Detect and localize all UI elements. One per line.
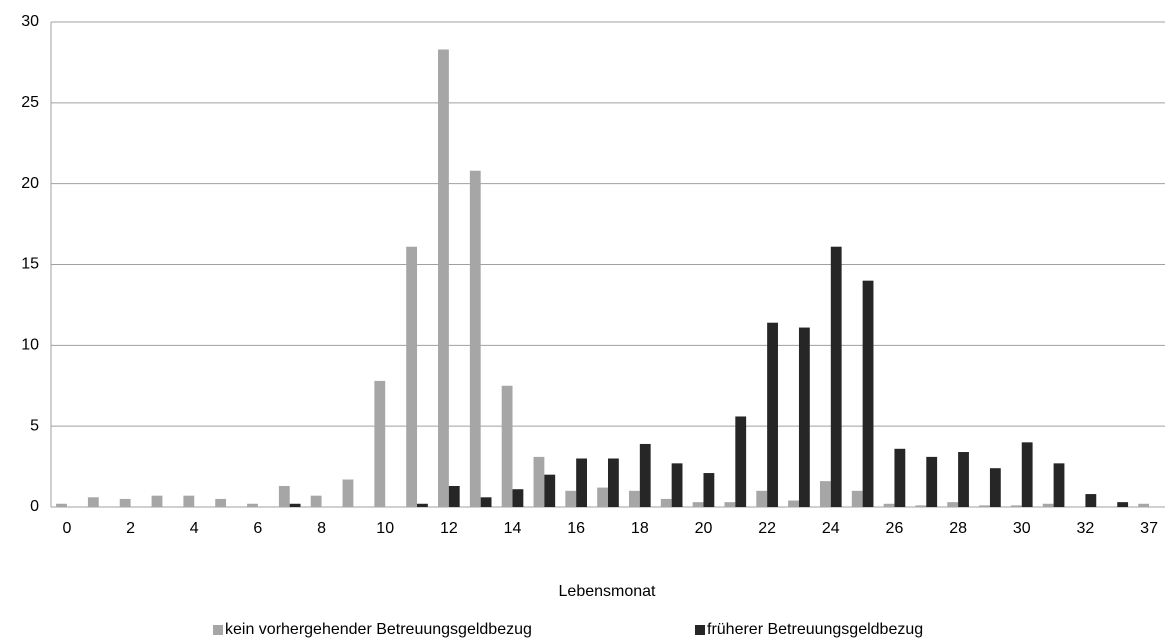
bar xyxy=(374,380,386,507)
x-tick-label: 32 xyxy=(1077,520,1095,537)
x-tick-label: 22 xyxy=(758,520,776,537)
bar xyxy=(533,456,545,507)
bar xyxy=(608,458,619,507)
x-tick-label: 28 xyxy=(949,520,967,537)
bar xyxy=(894,448,906,507)
bar xyxy=(597,487,608,507)
bar xyxy=(544,474,556,507)
bar xyxy=(788,500,799,507)
y-tick-label: 10 xyxy=(21,337,39,354)
y-tick-label: 0 xyxy=(30,498,39,515)
x-tick-label: 12 xyxy=(440,520,458,537)
bar xyxy=(310,495,322,507)
bar xyxy=(512,489,524,507)
x-tick-label: 16 xyxy=(567,520,585,537)
bar xyxy=(947,502,959,507)
bar xyxy=(1021,442,1033,507)
bar xyxy=(565,490,577,507)
bar xyxy=(1042,503,1054,507)
bar xyxy=(819,481,831,507)
y-tick-label: 20 xyxy=(21,175,39,192)
x-tick-label: 10 xyxy=(376,520,394,537)
bar xyxy=(862,280,874,507)
bar xyxy=(724,502,736,507)
y-tick-label: 30 xyxy=(21,13,39,30)
bar xyxy=(278,485,290,507)
bar xyxy=(247,503,258,507)
bar xyxy=(756,490,768,507)
bar xyxy=(629,490,640,507)
bar xyxy=(926,456,938,507)
bar xyxy=(119,498,131,507)
bar xyxy=(830,246,842,507)
x-tick-label: 18 xyxy=(631,520,649,537)
bar xyxy=(417,503,428,507)
legend-label: kein vorhergehender Betreuungsgeldbezug xyxy=(225,621,532,638)
bar xyxy=(448,485,460,507)
x-tick-label: 14 xyxy=(504,520,522,537)
bar xyxy=(576,458,587,507)
bar xyxy=(1117,502,1129,507)
legend-swatch xyxy=(213,625,223,635)
bar xyxy=(1138,503,1150,507)
x-tick-label: 37 xyxy=(1140,520,1158,537)
x-tick-label: 20 xyxy=(695,520,713,537)
bar xyxy=(703,473,715,507)
bar xyxy=(767,322,778,507)
bar xyxy=(692,502,704,507)
bar xyxy=(342,479,354,507)
bar xyxy=(151,495,163,507)
bar xyxy=(915,505,927,507)
bar xyxy=(989,468,1001,507)
bar xyxy=(438,49,449,507)
bar xyxy=(480,497,492,507)
x-tick-label: 0 xyxy=(62,520,71,537)
x-tick-label: 8 xyxy=(317,520,326,537)
bar xyxy=(979,505,990,507)
legend-label: früherer Betreuungsgeldbezug xyxy=(707,621,923,638)
bar xyxy=(183,495,195,507)
bar xyxy=(660,498,672,507)
x-axis-title: Lebensmonat xyxy=(559,583,657,600)
x-tick-label: 6 xyxy=(253,520,262,537)
bar xyxy=(1010,505,1022,507)
bar xyxy=(1085,494,1097,507)
x-tick-label: 30 xyxy=(1013,520,1031,537)
bar xyxy=(501,385,513,507)
y-tick-label: 15 xyxy=(21,256,39,273)
bar xyxy=(639,443,651,507)
bar xyxy=(958,452,969,507)
bar xyxy=(735,416,747,507)
bar xyxy=(469,170,481,507)
bar xyxy=(851,490,863,507)
x-tick-label: 2 xyxy=(126,520,135,537)
bar xyxy=(289,503,301,507)
y-tick-label: 25 xyxy=(21,94,39,111)
x-tick-label: 24 xyxy=(822,520,840,537)
bar xyxy=(671,463,683,507)
bar xyxy=(798,327,810,507)
bar xyxy=(215,498,227,507)
bar xyxy=(1053,463,1065,507)
y-tick-label: 5 xyxy=(30,417,39,434)
x-tick-label: 26 xyxy=(886,520,904,537)
bar xyxy=(406,246,418,507)
bar xyxy=(56,503,67,507)
x-tick-label: 4 xyxy=(190,520,199,537)
legend-swatch xyxy=(695,625,705,635)
bar xyxy=(87,497,99,507)
bar xyxy=(883,503,895,507)
